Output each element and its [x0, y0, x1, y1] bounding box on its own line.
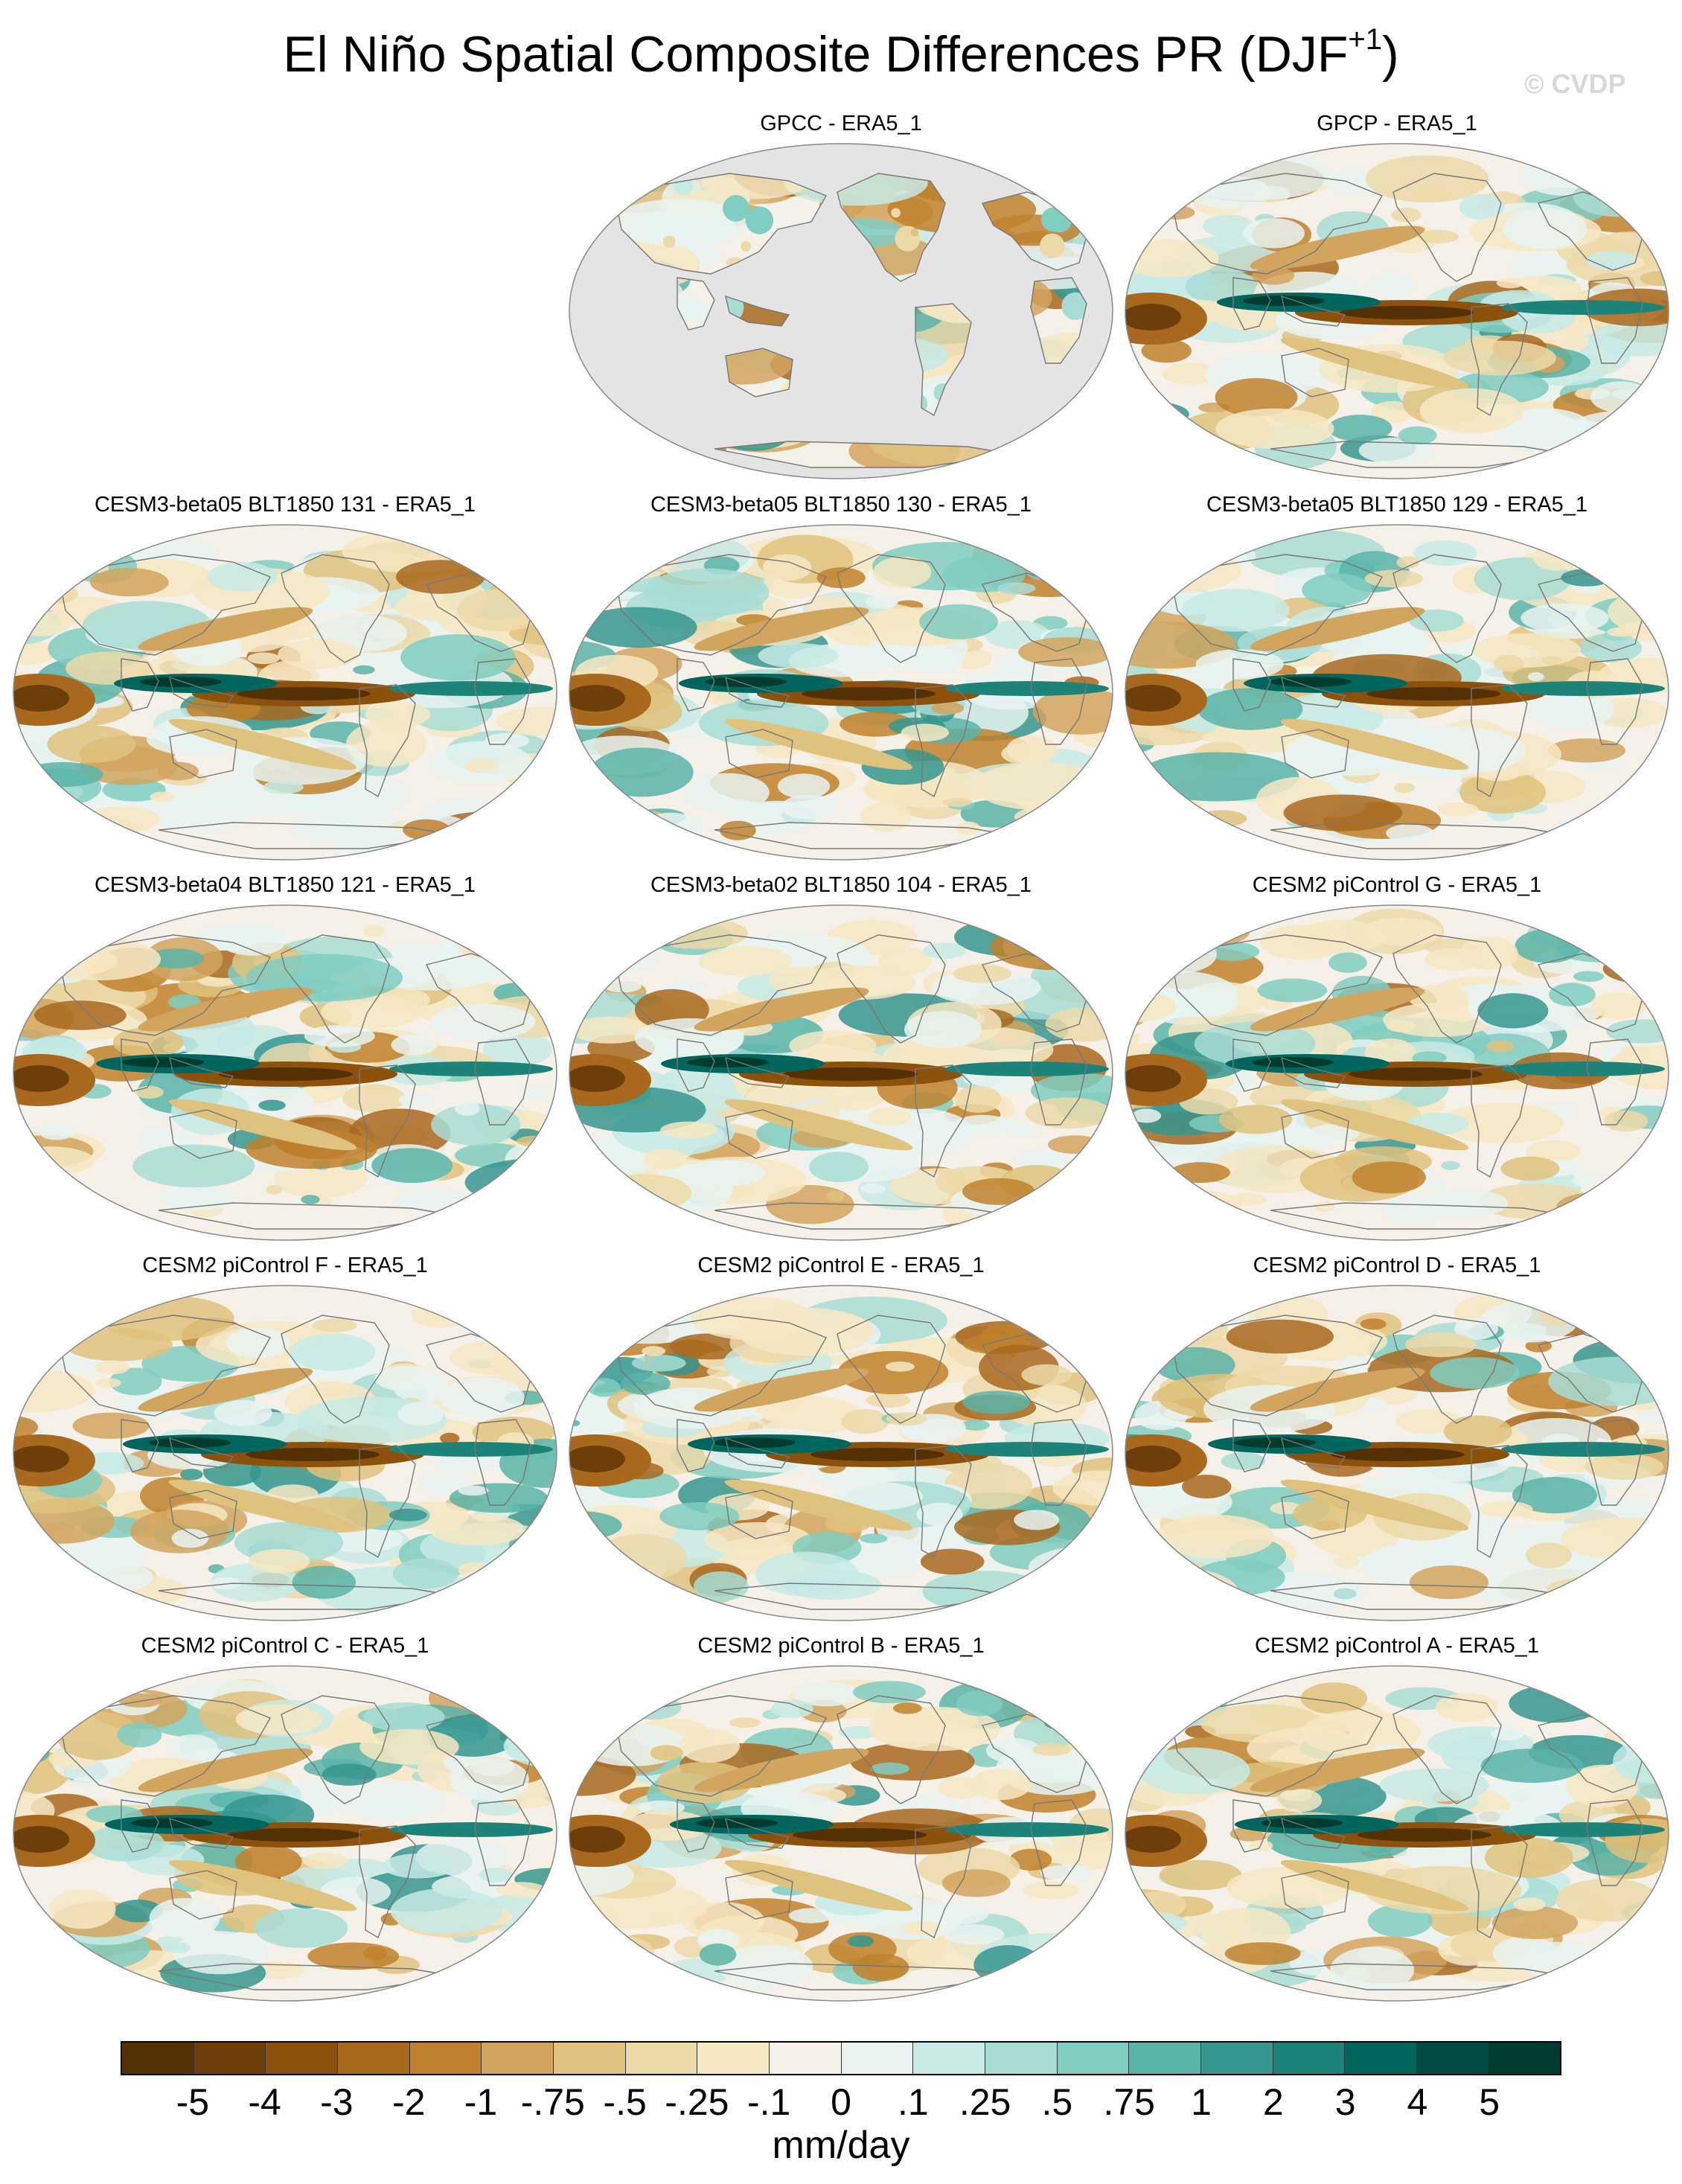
precip-difference-map [13, 1285, 557, 1621]
colorbar-swatch [697, 2043, 770, 2074]
precip-difference-map [569, 1285, 1113, 1621]
colorbar-swatch [553, 2043, 626, 2074]
colorbar-tick-label: .75 [1103, 2081, 1155, 2123]
colorbar-tick-label: 2 [1262, 2081, 1284, 2123]
colorbar-swatch [841, 2043, 914, 2074]
colorbar-swatch [482, 2043, 554, 2074]
colorbar-tick-label: .5 [1041, 2081, 1073, 2123]
colorbar-swatch [1200, 2043, 1273, 2074]
map-panel: GPCC - ERA5_1 [566, 110, 1116, 482]
map-panel: CESM2 piControl B - ERA5_1 [566, 1632, 1116, 2005]
colorbar-swatch [266, 2043, 338, 2074]
colorbar [121, 2041, 1561, 2075]
colorbar-tick-label: 3 [1334, 2081, 1356, 2123]
panel-title: GPCP - ERA5_1 [1317, 112, 1477, 135]
precip-difference-map [1125, 904, 1669, 1241]
map-panel: CESM3-beta04 BLT1850 121 - ERA5_1 [10, 872, 560, 1244]
colorbar-swatch [1273, 2043, 1346, 2074]
map-panel: CESM3-beta05 BLT1850 130 - ERA5_1 [566, 491, 1116, 863]
panel-title: CESM2 piControl A - ERA5_1 [1254, 1634, 1539, 1658]
map-panel: CESM2 piControl E - ERA5_1 [566, 1252, 1116, 1624]
colorbar-units: mm/day [772, 2124, 910, 2167]
colorbar-swatch [1416, 2043, 1489, 2074]
colorbar-tick-label: .25 [959, 2081, 1011, 2123]
map-panel: GPCP - ERA5_1 [1122, 110, 1672, 482]
panel-title: CESM2 piControl F - ERA5_1 [142, 1254, 428, 1277]
colorbar-tick-label: -.75 [520, 2081, 585, 2123]
panel-title: CESM3-beta04 BLT1850 121 - ERA5_1 [94, 873, 476, 897]
panel-title: CESM2 piControl E - ERA5_1 [697, 1254, 985, 1277]
panel-title: CESM2 piControl D - ERA5_1 [1253, 1254, 1541, 1277]
figure-title: El Niño Spatial Composite Differences PR… [283, 23, 1399, 83]
map-panel: CESM2 piControl D - ERA5_1 [1122, 1252, 1672, 1624]
watermark: © CVDP [1524, 68, 1626, 99]
precip-difference-map [1125, 143, 1669, 479]
panel-title: CESM3-beta05 BLT1850 130 - ERA5_1 [650, 493, 1032, 517]
map-panel: CESM2 piControl G - ERA5_1 [1122, 872, 1672, 1244]
colorbar-tick-label: -.5 [603, 2081, 647, 2123]
map-panel: CESM3-beta05 BLT1850 131 - ERA5_1 [10, 491, 560, 863]
colorbar-tick-label: -3 [320, 2081, 354, 2123]
map-panel: CESM3-beta05 BLT1850 129 - ERA5_1 [1122, 491, 1672, 863]
colorbar-tick-label: 1 [1191, 2081, 1212, 2123]
panel-title: CESM2 piControl G - ERA5_1 [1252, 873, 1542, 897]
precip-difference-map [569, 1665, 1113, 2002]
colorbar-swatch [122, 2043, 194, 2074]
precip-difference-map [1125, 524, 1669, 860]
colorbar-tick-label: 5 [1479, 2081, 1500, 2123]
colorbar-swatch [337, 2043, 410, 2074]
colorbar-swatch [1345, 2043, 1417, 2074]
precip-difference-map [1125, 1285, 1669, 1621]
panel-title: CESM3-beta05 BLT1850 129 - ERA5_1 [1206, 493, 1588, 517]
colorbar-tick-label: -5 [176, 2081, 210, 2123]
colorbar-tick-label: 4 [1407, 2081, 1428, 2123]
panel-title: CESM2 piControl C - ERA5_1 [141, 1634, 429, 1658]
precip-difference-map [569, 904, 1113, 1241]
map-panel: CESM2 piControl C - ERA5_1 [10, 1632, 560, 2005]
panel-title: CESM3-beta02 BLT1850 104 - ERA5_1 [650, 873, 1032, 897]
colorbar-tick-label: -1 [464, 2081, 498, 2123]
colorbar-tick-label: -.1 [747, 2081, 791, 2123]
colorbar-tick-label: -2 [391, 2081, 426, 2123]
colorbar-swatch [769, 2043, 842, 2074]
precip-difference-map [1125, 1665, 1669, 2002]
colorbar-swatch [913, 2043, 985, 2074]
panel-title: CESM2 piControl B - ERA5_1 [697, 1634, 985, 1658]
colorbar-tick-label: .1 [897, 2081, 929, 2123]
colorbar-swatch [625, 2043, 698, 2074]
precip-difference-map [569, 524, 1113, 860]
colorbar-tick-label: -4 [248, 2081, 281, 2123]
colorbar-tick-label: 0 [831, 2081, 851, 2123]
colorbar-swatch [409, 2043, 482, 2074]
colorbar-swatch [1057, 2043, 1130, 2074]
precip-difference-map [13, 904, 557, 1241]
colorbar-swatch [985, 2043, 1058, 2074]
colorbar-swatch [194, 2043, 266, 2074]
map-panel: CESM3-beta02 BLT1850 104 - ERA5_1 [566, 872, 1116, 1244]
precip-difference-map [13, 1665, 557, 2002]
map-panel: CESM2 piControl F - ERA5_1 [10, 1252, 560, 1624]
panel-title: CESM3-beta05 BLT1850 131 - ERA5_1 [94, 493, 476, 517]
precip-difference-map [13, 524, 557, 860]
map-panel: CESM2 piControl A - ERA5_1 [1122, 1632, 1672, 2005]
precip-difference-map [569, 143, 1113, 479]
colorbar-tick-label: -.25 [665, 2081, 729, 2123]
colorbar-swatch [1488, 2043, 1561, 2074]
panel-title: GPCC - ERA5_1 [760, 112, 922, 135]
colorbar-swatch [1129, 2043, 1201, 2074]
